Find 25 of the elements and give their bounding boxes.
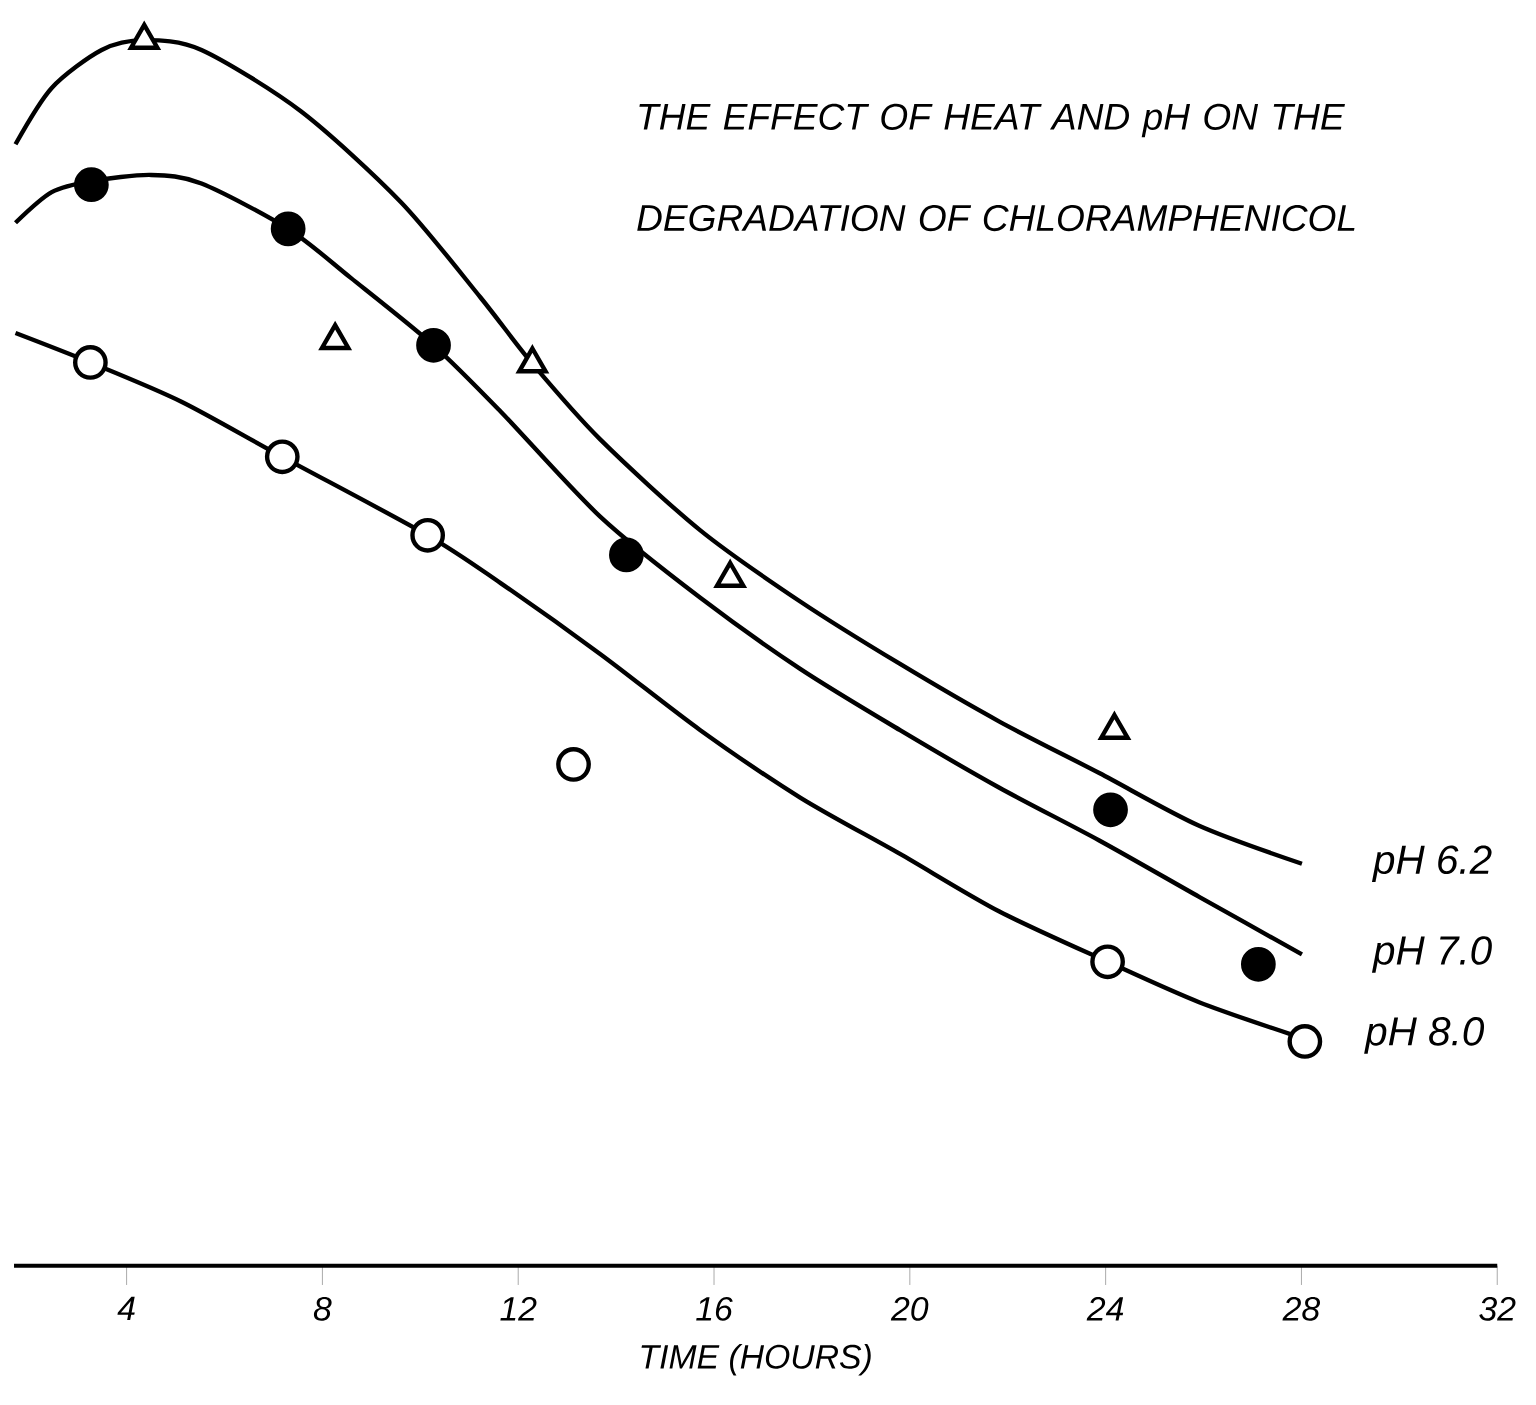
point	[73, 167, 109, 203]
x-tick-label: 20	[890, 1296, 929, 1321]
point	[416, 327, 451, 363]
series-label: pH 7.0	[1371, 936, 1492, 973]
point	[264, 439, 300, 475]
x-tick-label: 32	[1479, 1296, 1516, 1321]
point	[73, 345, 108, 380]
x-tick-label: 4	[117, 1296, 135, 1321]
point	[609, 537, 644, 573]
point	[1240, 946, 1276, 982]
legend-label: pH 8.0	[1364, 1017, 1485, 1054]
point	[270, 211, 306, 247]
x-tick-label: 12	[500, 1296, 537, 1321]
point	[1287, 1024, 1323, 1059]
x-tick-label: 16	[696, 1296, 733, 1321]
chart-title: THE EFFECT OF HEAT AND pH ON THE DEGRADATION OF CHLORAMPHENICOL	[637, 103, 1355, 232]
x-tick-label: 28	[1282, 1296, 1321, 1321]
point	[1093, 792, 1128, 828]
series-label: pH 6.2	[1371, 845, 1492, 883]
point	[410, 517, 446, 553]
point	[1090, 944, 1125, 980]
point	[556, 747, 591, 782]
x-tick-label: 8	[313, 1296, 332, 1321]
x-axis-title: TIME (HOURS)	[641, 1343, 871, 1376]
x-tick-label: 24	[1086, 1296, 1124, 1321]
